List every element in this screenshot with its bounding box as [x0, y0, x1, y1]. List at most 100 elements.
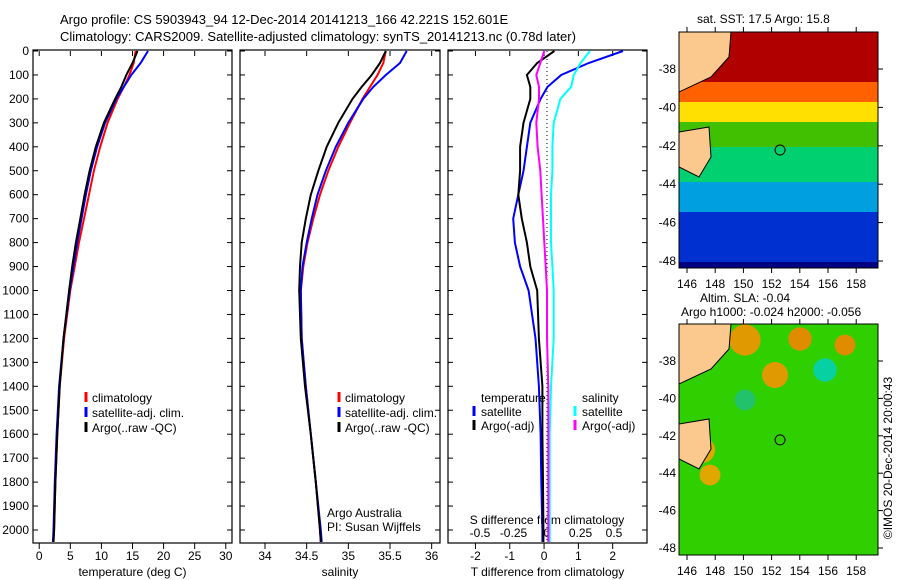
x-tick-label: 35.5	[378, 549, 402, 563]
map-x-tick-label: 156	[818, 564, 838, 578]
y-tick-label: 1500	[2, 403, 29, 417]
panel-frame-temperature	[32, 49, 233, 544]
series-line-argo	[52, 50, 139, 543]
x-tick-label: 25	[188, 549, 202, 563]
y-tick-label: 200	[9, 92, 29, 106]
y-tick-label: 600	[9, 188, 29, 202]
land-tasmania	[679, 126, 712, 178]
series-line-t-satellite	[512, 50, 624, 542]
legend-satellite: satellite-adj. clim.	[92, 406, 185, 420]
map-y-tick-label: -38	[659, 62, 677, 76]
sla-blob	[762, 362, 788, 388]
map-y-tick-label: -40	[659, 391, 677, 405]
sla-frame	[678, 323, 879, 556]
sst-frame	[678, 31, 879, 269]
sla-blob	[788, 327, 812, 351]
sla-blob	[834, 334, 856, 356]
x2-tick-label: -0.25	[500, 526, 528, 540]
credit-line-1: Argo Australia	[327, 506, 402, 520]
sst-map	[678, 27, 883, 273]
x-tick-label: 36	[425, 549, 439, 563]
map-y-tick-label: -44	[659, 466, 677, 480]
x-tick-label: 15	[126, 549, 140, 563]
map-x-tick-label: 152	[762, 564, 782, 578]
map-bottom-title-2: Argo h1000: -0.024 h2000: -0.056	[681, 305, 862, 319]
map-x-tick-label: 148	[705, 277, 725, 291]
legend-diff-sal-title: salinity	[582, 391, 619, 405]
series-line-satellite-adj-clim-	[51, 50, 149, 543]
y-tick-label: 1300	[2, 355, 29, 369]
legend-climatology: climatology	[92, 391, 153, 405]
map-x-tick-label: 150	[733, 277, 753, 291]
x-tick-label: 5	[67, 549, 74, 563]
imos-stamp: ©IMOS 20-Dec-2014 20:00:43	[881, 376, 896, 540]
sst-field	[679, 32, 878, 268]
map-y-tick-label: -42	[659, 139, 677, 153]
x-axis-label: temperature (deg C)	[78, 565, 186, 579]
x-tick-label: 2	[609, 549, 616, 563]
map-x-tick-label: 148	[705, 564, 725, 578]
x-tick-label: 35	[342, 549, 356, 563]
legend-diff-temp-title: temperature	[481, 391, 546, 405]
series-line-t-argo-adj-	[517, 50, 555, 542]
map-x-tick-label: 150	[733, 564, 753, 578]
map-top-title: sat. SST: 17.5 Argo: 15.8	[697, 12, 830, 26]
map-x-tick-label: 152	[762, 277, 782, 291]
series-line-climatology	[52, 50, 137, 543]
y-tick-label: 300	[9, 116, 29, 130]
y-tick-label: 800	[9, 236, 29, 250]
title-line-1: Argo profile: CS 5903943_94 12-Dec-2014 …	[60, 12, 509, 27]
panel-frame-salinity	[239, 49, 441, 544]
map-x-tick-label: 146	[677, 564, 697, 578]
y-tick-label: 1000	[2, 284, 29, 298]
legend-diff-sal-argo: Argo(-adj)	[582, 419, 636, 433]
title-line-2: Climatology: CARS2009. Satellite-adjuste…	[60, 29, 576, 44]
legend-diff-sal-satellite: satellite	[582, 405, 623, 419]
y-tick-label: 1200	[2, 331, 29, 345]
series-line-argo	[298, 50, 387, 543]
map-bottom-title-1: Altim. SLA: -0.04	[700, 291, 791, 305]
y-tick-label: 900	[9, 260, 29, 274]
map-x-tick-label: 154	[790, 564, 810, 578]
series-line-s-argo-adj-	[535, 50, 550, 542]
x2-tick-label: 0.5	[606, 526, 623, 540]
y-tick-label: 1700	[2, 451, 29, 465]
legend-argo-sal: Argo(..raw -QC)	[345, 421, 430, 435]
map-y-tick-label: -40	[659, 100, 677, 114]
y-tick-label: 500	[9, 164, 29, 178]
x-tick-label: 0	[36, 549, 43, 563]
y-tick-label: 100	[9, 68, 29, 82]
sla-blob	[813, 358, 837, 382]
x2-tick-label: 0	[544, 526, 551, 540]
map-x-tick-label: 158	[846, 277, 866, 291]
legend-climatology-sal: climatology	[345, 391, 406, 405]
x-tick-label: 0	[541, 549, 548, 563]
x2-tick-label: -0.5	[470, 526, 491, 540]
y-tick-label: 1600	[2, 427, 29, 441]
y-tick-label: 1900	[2, 499, 29, 513]
map-y-tick-label: -44	[659, 177, 677, 191]
y-tick-label: 400	[9, 140, 29, 154]
sla-blob	[699, 464, 721, 486]
map-y-tick-label: -46	[659, 504, 677, 518]
y-tick-label: 1800	[2, 475, 29, 489]
map-x-tick-label: 146	[677, 277, 697, 291]
x-tick-label: 10	[95, 549, 109, 563]
panel-frame-differences	[447, 49, 648, 544]
y-tick-label: 1100	[3, 307, 29, 321]
x-tick-label: 34.5	[295, 549, 319, 563]
x-tick-label: 1	[575, 549, 582, 563]
x2-tick-label: 0.25	[569, 526, 593, 540]
map-y-tick-label: -38	[659, 354, 677, 368]
land-mainland	[679, 32, 732, 93]
argo-position-marker	[774, 144, 786, 156]
land-tasmania	[679, 418, 712, 470]
x-tick-label: 20	[157, 549, 171, 563]
legend-diff-temp-satellite: satellite	[481, 405, 522, 419]
map-y-tick-label: -48	[659, 541, 677, 555]
argo-position-marker	[774, 434, 786, 446]
map-x-tick-label: 154	[790, 277, 810, 291]
x-tick-label: 34	[258, 549, 272, 563]
y-tick-label: 2000	[2, 523, 29, 537]
